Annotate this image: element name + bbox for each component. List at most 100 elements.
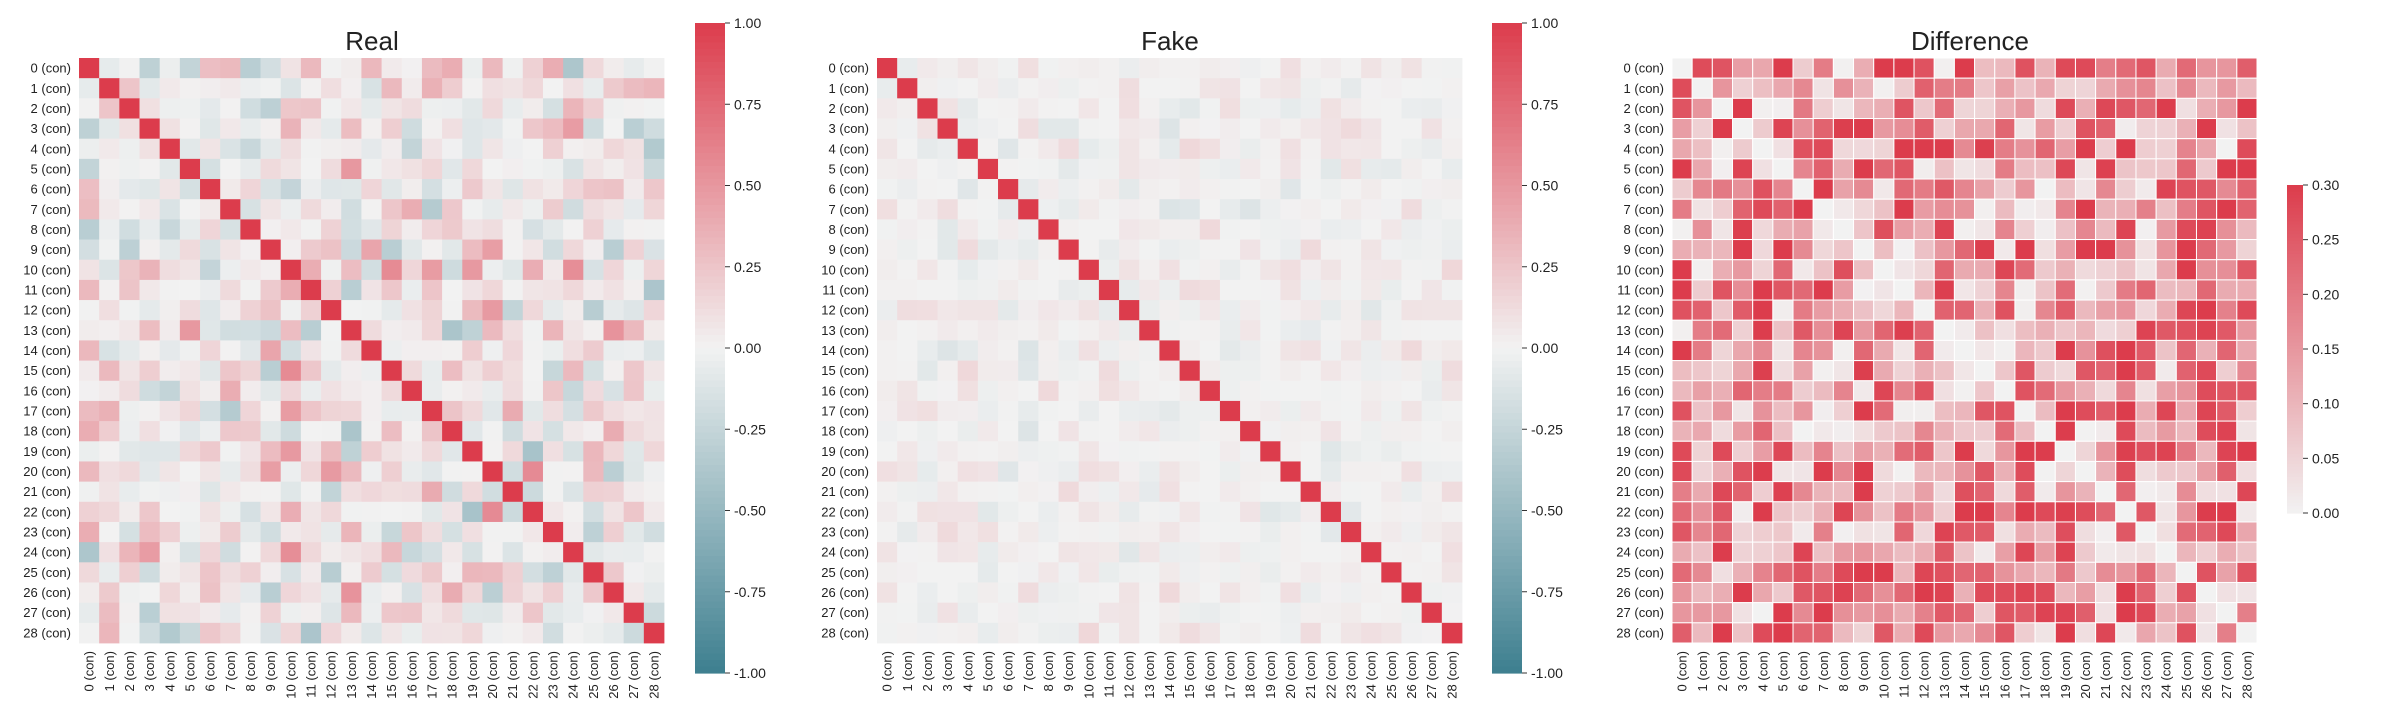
heatmap-cell: [442, 562, 463, 583]
heatmap-cell: [957, 179, 979, 200]
heatmap-cell: [522, 239, 544, 261]
heatmap-cell: [1320, 441, 1342, 462]
heatmap-cell: [1732, 77, 1754, 99]
heatmap-cell: [998, 320, 1019, 341]
heatmap-cell: [300, 239, 322, 261]
heatmap-cell: [321, 219, 342, 240]
heatmap-cell: [1199, 481, 1221, 503]
colorbar-segment: [2287, 319, 2303, 324]
heatmap-cell: [2135, 602, 2157, 624]
heatmap-cell: [1038, 219, 1059, 240]
heatmap-cell: [79, 521, 100, 543]
heatmap-cell: [220, 78, 241, 99]
heatmap-cell: [877, 421, 898, 442]
heatmap-cell: [1240, 461, 1261, 483]
y-tick-label: 3 (con): [31, 121, 71, 136]
colorbar-segment: [2287, 227, 2303, 232]
heatmap-cell: [1340, 219, 1362, 240]
heatmap-cell: [1873, 178, 1895, 200]
heatmap-cell: [1953, 400, 1976, 422]
heatmap-cell: [361, 360, 382, 382]
heatmap-cell: [1732, 279, 1754, 301]
heatmap-cell: [977, 138, 999, 160]
heatmap-cell: [1159, 602, 1180, 624]
heatmap-cell: [401, 441, 423, 462]
heatmap-cell: [1199, 78, 1221, 99]
y-tick-label: 7 (con): [31, 202, 71, 217]
colorbar-segment: [695, 634, 725, 642]
heatmap-cell: [1994, 420, 2016, 442]
heatmap-cell: [957, 259, 979, 281]
heatmap-cell: [1421, 441, 1443, 462]
heatmap-cell: [1711, 581, 1734, 604]
colorbar-segment: [695, 42, 725, 50]
heatmap-cell: [1119, 542, 1140, 563]
heatmap-cell: [1933, 501, 1955, 523]
heatmap-cell: [522, 259, 544, 281]
heatmap-cell: [1974, 158, 1996, 180]
colorbar-segment: [695, 224, 725, 232]
heatmap-cell: [1361, 542, 1382, 563]
y-tick-label: 6 (con): [1624, 182, 1664, 197]
heatmap-cell: [1974, 198, 1996, 220]
heatmap-cell: [2014, 521, 2036, 543]
heatmap-cell: [2155, 360, 2177, 382]
heatmap-cell: [1974, 138, 1996, 160]
colorbar-segment: [695, 244, 725, 252]
heatmap-cell: [998, 118, 1019, 140]
heatmap-cell: [1320, 400, 1342, 422]
heatmap-cell: [442, 622, 463, 644]
heatmap-cell: [1260, 622, 1281, 644]
heatmap-cell: [1038, 199, 1059, 220]
colorbar-segment: [2287, 427, 2303, 432]
heatmap-cell: [280, 239, 302, 261]
heatmap-cell: [1260, 138, 1281, 160]
heatmap-cell: [1340, 441, 1362, 462]
heatmap-cell: [1792, 57, 1814, 79]
heatmap-cell: [99, 179, 120, 200]
heatmap-cell: [877, 340, 898, 361]
y-tick-label: 14 (con): [1616, 343, 1664, 358]
heatmap-cell: [563, 461, 584, 483]
heatmap-cell: [1159, 300, 1180, 321]
heatmap-cell: [2135, 561, 2157, 583]
heatmap-cell: [482, 582, 504, 604]
heatmap-cell: [583, 582, 604, 604]
heatmap-cell: [2216, 420, 2238, 442]
heatmap-cell: [1974, 400, 1996, 422]
heatmap-cell: [937, 300, 959, 321]
heatmap-cell: [1300, 320, 1322, 341]
heatmap-cell: [1038, 542, 1059, 563]
heatmap-cell: [563, 481, 584, 503]
x-tick-label: 21 (con): [1303, 651, 1318, 699]
heatmap-cell: [220, 98, 241, 119]
colorbar-segment: [1492, 452, 1522, 460]
heatmap-cell: [1219, 400, 1241, 422]
heatmap-cell: [1340, 199, 1362, 220]
heatmap-cell: [2054, 339, 2076, 362]
heatmap-cell: [1873, 602, 1895, 624]
x-tick-label: 25 (con): [1384, 651, 1399, 699]
heatmap-cell: [957, 78, 979, 99]
heatmap-cell: [1320, 320, 1342, 341]
heatmap-cell: [1098, 279, 1120, 301]
y-tick-label: 17 (con): [1616, 404, 1664, 419]
colorbar-segment: [2287, 257, 2303, 262]
heatmap-cell: [139, 562, 161, 583]
heatmap-cell: [2034, 57, 2056, 79]
heatmap-cell: [2054, 602, 2076, 624]
heatmap-cell: [1832, 339, 1855, 362]
colorbar-segment: [1492, 270, 1522, 278]
heatmap-cell: [1691, 380, 1713, 402]
x-tick-label: 1 (con): [1695, 651, 1710, 691]
heatmap-cell: [1159, 259, 1180, 281]
heatmap-cell: [1381, 461, 1402, 483]
heatmap-cell: [79, 118, 100, 140]
heatmap-cell: [1280, 602, 1302, 624]
colorbar-segment: [695, 23, 725, 31]
heatmap-cell: [917, 622, 938, 644]
x-tick-label: 9 (con): [1061, 651, 1076, 691]
heatmap-cell: [1691, 440, 1713, 462]
heatmap-cell: [1441, 582, 1463, 604]
heatmap-cell: [2236, 239, 2258, 261]
